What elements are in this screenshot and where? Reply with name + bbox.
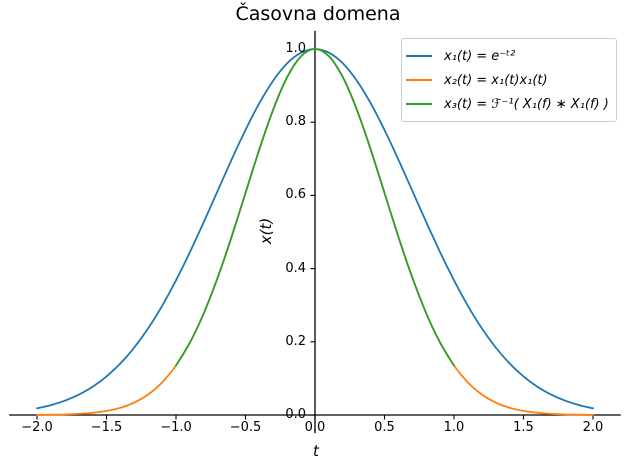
- x-tick-label: −1.5: [90, 420, 123, 435]
- y-axis-label: x(t): [257, 217, 275, 245]
- y-tick-label: 0.0: [285, 407, 306, 422]
- legend: x₁(t) = e⁻ᵗ² x₂(t) = x₁(t)x₁(t) x₃(t) = …: [401, 38, 617, 122]
- curve-x3: [175, 48, 455, 367]
- y-tick-label: 0.8: [285, 114, 306, 130]
- chart-title: Časovna domena: [235, 3, 401, 25]
- x-tick-label: 2.0: [582, 420, 604, 435]
- x-tick-label: 0.0: [304, 420, 326, 435]
- x-tick-label: −2.0: [21, 420, 53, 435]
- legend-line-sample-x3: [406, 102, 432, 106]
- legend-entry-x1: x₁(t) = e⁻ᵗ²: [406, 44, 610, 68]
- y-tick-label: 1.0: [285, 41, 306, 56]
- x-tick-label: −1.0: [160, 420, 192, 435]
- legend-label-x3: x₃(t) = ℱ⁻¹( X₁(f) ∗ X₁(f) ): [444, 96, 609, 112]
- x-tick-label: −0.5: [229, 420, 262, 435]
- legend-entry-x2: x₂(t) = x₁(t)x₁(t): [406, 68, 610, 92]
- x-tick-label: 0.5: [374, 420, 395, 435]
- y-tick-label: 0.4: [285, 260, 306, 276]
- legend-line-sample-x2: [406, 78, 432, 82]
- x-tick-label: 1.0: [443, 420, 465, 435]
- legend-label-x2: x₂(t) = x₁(t)x₁(t): [444, 72, 548, 88]
- y-tick-label: 0.6: [285, 187, 306, 203]
- x-axis-label: t: [313, 442, 319, 460]
- legend-label-x1: x₁(t) = e⁻ᵗ²: [444, 48, 516, 64]
- legend-line-sample-x1: [406, 54, 432, 58]
- legend-entry-x3: x₃(t) = ℱ⁻¹( X₁(f) ∗ X₁(f) ): [406, 92, 610, 116]
- x-tick-label: 1.5: [513, 420, 534, 435]
- y-tick-label: 0.2: [285, 333, 306, 349]
